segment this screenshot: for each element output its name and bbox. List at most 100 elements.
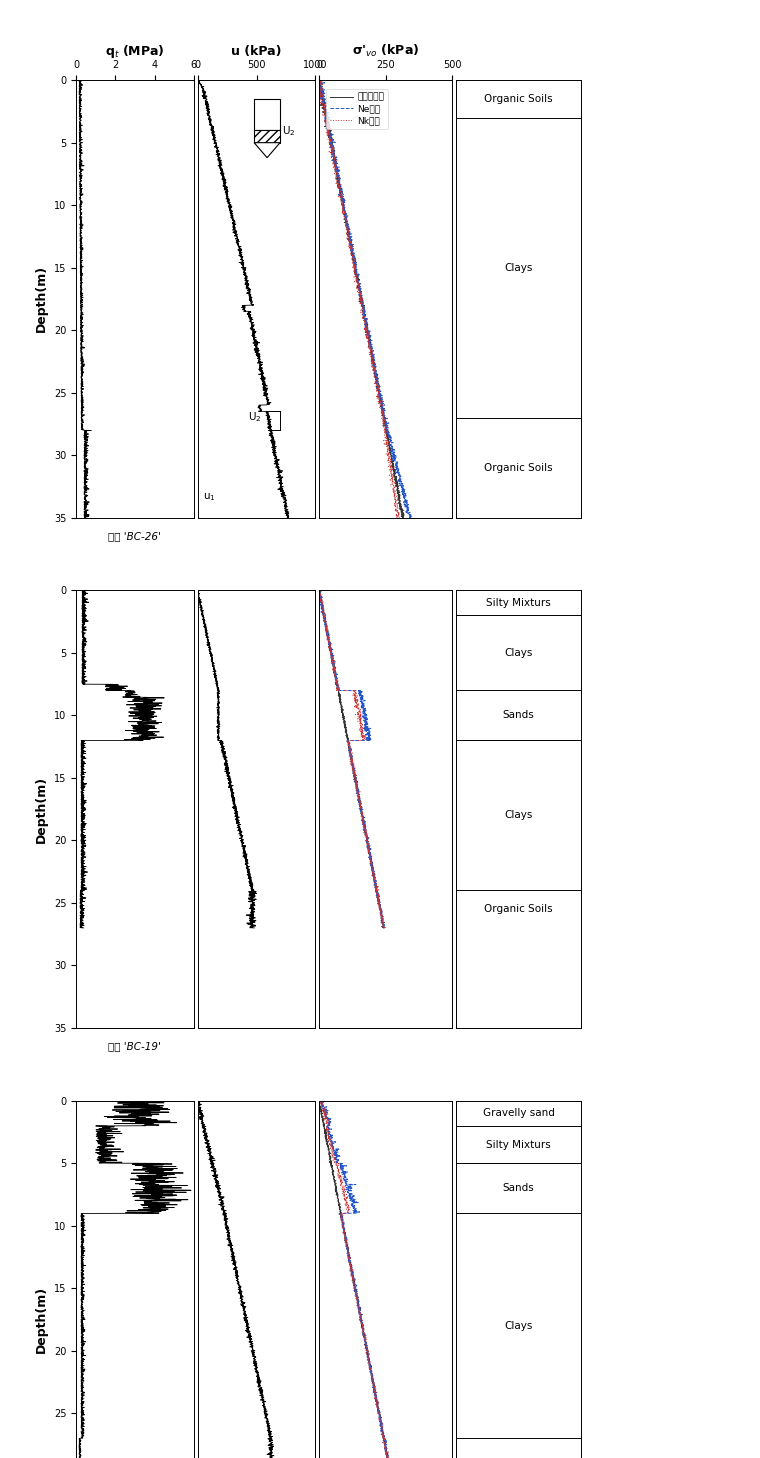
Ne방법 <box>345 738 354 755</box>
Bar <box>254 99 280 130</box>
Text: Clays: Clays <box>505 262 533 273</box>
Nk방법 <box>315 1092 325 1110</box>
단위중량법 <box>350 1277 359 1295</box>
Text: Organic Soils: Organic Soils <box>484 462 553 472</box>
Ne방법 <box>351 1286 360 1303</box>
Ne방법 <box>353 274 362 292</box>
Nk방법 <box>315 71 324 89</box>
Nk방법 <box>352 265 361 283</box>
Legend: 단위중량법, Ne방법, Nk방법: 단위중량법, Ne방법, Nk방법 <box>326 89 388 128</box>
단위중량법 <box>320 105 329 122</box>
단위중량법 <box>315 71 325 89</box>
X-axis label: σ'$_{vo}$ (kPa): σ'$_{vo}$ (kPa) <box>352 42 420 58</box>
단위중량법 <box>323 621 332 639</box>
Text: Sands: Sands <box>503 1184 534 1193</box>
Nk방법 <box>323 122 332 140</box>
Nk방법 <box>359 725 368 742</box>
단위중량법 <box>354 1295 363 1312</box>
X-axis label: q$_t$ (MPa): q$_t$ (MPa) <box>105 42 165 60</box>
Ne방법 <box>352 265 361 283</box>
Y-axis label: Depth(m): Depth(m) <box>35 776 48 843</box>
Text: Gravelly sand: Gravelly sand <box>483 1108 555 1118</box>
Ne방법 <box>404 509 413 526</box>
단위중량법 <box>354 274 363 292</box>
Nk방법 <box>350 1277 359 1295</box>
단위중량법 <box>363 1341 372 1359</box>
Nk방법 <box>354 274 363 292</box>
Ne방법 <box>321 608 331 625</box>
Bar <box>254 130 280 143</box>
Text: 광양 'BC-26': 광양 'BC-26' <box>109 531 161 541</box>
Text: U$_2$: U$_2$ <box>282 124 296 137</box>
Text: U$_2$: U$_2$ <box>249 410 261 424</box>
Nk방법 <box>344 738 353 755</box>
Ne방법 <box>348 257 357 274</box>
단위중량법 <box>352 1286 361 1303</box>
Nk방법 <box>350 257 359 274</box>
Nk방법 <box>328 1143 337 1161</box>
Text: 광양 'BC-19': 광양 'BC-19' <box>109 1041 161 1051</box>
Nk방법 <box>363 1341 372 1359</box>
단위중량법 <box>398 509 407 526</box>
단위중량법 <box>342 725 351 742</box>
Ne방법 <box>350 1277 359 1295</box>
Nk방법 <box>351 774 360 792</box>
단위중량법 <box>379 919 388 936</box>
단위중량법 <box>350 257 359 274</box>
단위중량법 <box>345 738 354 755</box>
Y-axis label: Depth(m): Depth(m) <box>35 265 48 332</box>
Text: Clays: Clays <box>505 647 533 658</box>
단위중량법 <box>315 582 324 599</box>
Nk방법 <box>315 582 324 599</box>
Y-axis label: Depth(m): Depth(m) <box>35 1286 48 1353</box>
Text: Sands: Sands <box>503 710 534 720</box>
X-axis label: u (kPa): u (kPa) <box>231 45 282 58</box>
Line: Ne방법: Ne방법 <box>319 590 385 927</box>
단위중량법 <box>325 1143 334 1161</box>
Ne방법 <box>353 1295 363 1312</box>
Line: Nk방법: Nk방법 <box>319 1101 404 1458</box>
단위중량법 <box>344 732 353 749</box>
Ne방법 <box>352 774 361 792</box>
Ne방법 <box>366 725 375 742</box>
Text: Organic Soils: Organic Soils <box>484 93 553 104</box>
단위중량법 <box>326 122 335 140</box>
Text: Silty Mixturs: Silty Mixturs <box>486 598 551 608</box>
Nk방법 <box>320 608 329 625</box>
Line: Ne방법: Ne방법 <box>320 1101 404 1458</box>
Line: 단위중량법: 단위중량법 <box>319 1101 404 1458</box>
단위중량법 <box>352 265 361 283</box>
Nk방법 <box>363 321 372 338</box>
Ne방법 <box>363 1341 372 1359</box>
Line: 단위중량법: 단위중량법 <box>319 590 385 927</box>
Nk방법 <box>344 732 353 749</box>
Line: 단위중량법: 단위중량법 <box>319 80 404 518</box>
Ne방법 <box>323 621 332 639</box>
Line: Nk방법: Nk방법 <box>319 590 385 927</box>
Ne방법 <box>331 1143 340 1161</box>
Ne방법 <box>327 1126 336 1143</box>
Ne방법 <box>315 582 324 599</box>
Text: Clays: Clays <box>505 811 533 821</box>
단위중량법 <box>350 774 359 792</box>
Line: Ne방법: Ne방법 <box>319 80 411 518</box>
Nk방법 <box>321 621 330 639</box>
Text: u$_1$: u$_1$ <box>204 491 216 503</box>
Ne방법 <box>315 71 325 89</box>
단위중량법 <box>320 608 329 625</box>
단위중량법 <box>363 321 372 338</box>
Ne방법 <box>326 122 335 140</box>
Nk방법 <box>352 1286 361 1303</box>
Ne방법 <box>321 105 331 122</box>
Line: Nk방법: Nk방법 <box>319 80 401 518</box>
Nk방법 <box>321 105 331 122</box>
Ne방법 <box>362 321 371 338</box>
단위중량법 <box>315 1092 324 1110</box>
Text: Clays: Clays <box>505 1321 533 1331</box>
Nk방법 <box>353 1295 363 1312</box>
Text: Organic Soils: Organic Soils <box>484 904 553 914</box>
단위중량법 <box>321 1126 330 1143</box>
Nk방법 <box>379 919 388 936</box>
Nk방법 <box>323 1126 332 1143</box>
Nk방법 <box>396 509 405 526</box>
